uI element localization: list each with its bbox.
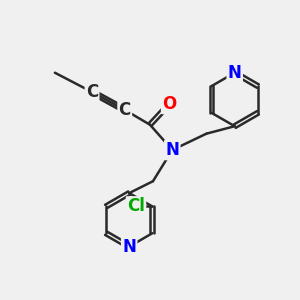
Text: C: C	[118, 101, 131, 119]
Text: C: C	[86, 83, 98, 101]
Text: N: N	[165, 141, 179, 159]
Text: N: N	[122, 238, 136, 256]
Text: N: N	[228, 64, 242, 82]
Text: Cl: Cl	[127, 197, 145, 215]
Text: O: O	[162, 95, 176, 113]
